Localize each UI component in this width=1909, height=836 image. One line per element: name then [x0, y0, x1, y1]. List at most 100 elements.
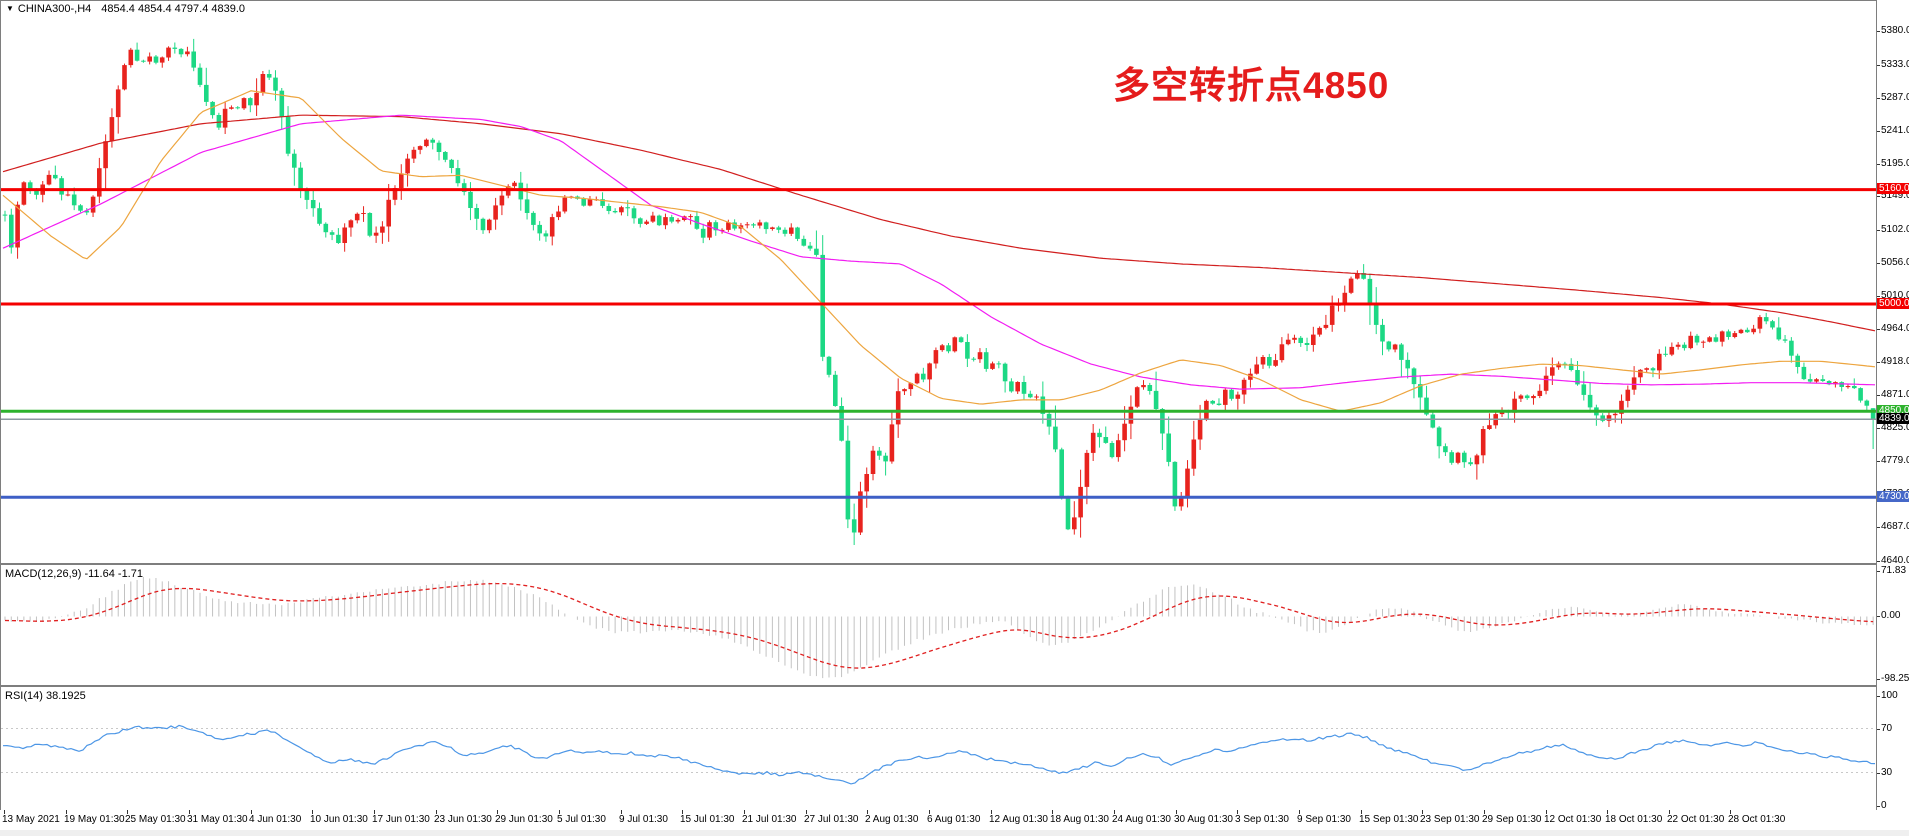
main-chart-panel[interactable]: ▼ CHINA300-,H4 4854.4 4854.4 4797.4 4839.0… [0, 0, 1877, 564]
time-axis-label: 29 Sep 01:30 [1482, 814, 1542, 825]
price-tick-label: 5241.0 [1877, 125, 1909, 136]
time-axis-label: 24 Aug 01:30 [1112, 814, 1171, 825]
price-tick-label: 4918.0 [1877, 356, 1909, 367]
time-tick [1669, 810, 1670, 814]
scrollbar-strip[interactable] [0, 830, 1909, 836]
time-axis-label: 12 Oct 01:30 [1544, 814, 1602, 825]
time-axis-label: 18 Oct 01:30 [1605, 814, 1663, 825]
rsi-tick-label: 30 [1877, 767, 1909, 779]
rsi-tick-label: 0 [1877, 800, 1909, 812]
time-axis-label: 12 Aug 01:30 [989, 814, 1048, 825]
time-axis-label: 29 Jun 01:30 [495, 814, 553, 825]
time-axis-label: 5 Jul 01:30 [557, 814, 606, 825]
time-axis-label: 30 Aug 01:30 [1174, 814, 1233, 825]
symbol-timeframe-label: CHINA300-,H4 [17, 3, 92, 15]
time-axis-label: 23 Sep 01:30 [1420, 814, 1480, 825]
main-price-chart[interactable] [1, 1, 1876, 563]
time-axis-label: 31 May 01:30 [187, 814, 248, 825]
price-tick-label: 4640.0 [1877, 555, 1909, 566]
time-tick [1730, 810, 1731, 814]
time-axis-label: 9 Jul 01:30 [619, 814, 668, 825]
time-tick [1546, 810, 1547, 814]
ohlc-values: 4854.4 4854.4 4797.4 4839.0 [101, 3, 246, 15]
rsi-panel[interactable]: RSI(14) 38.1925 [0, 686, 1877, 811]
time-tick [1299, 810, 1300, 814]
price-tick-label: 5102.0 [1877, 224, 1909, 235]
time-tick [682, 810, 683, 814]
price-tick-label: 5287.0 [1877, 92, 1909, 103]
time-tick [806, 810, 807, 814]
macd-indicator-label: MACD(12,26,9) -11.64 -1.71 [5, 568, 143, 580]
time-tick [1361, 810, 1362, 814]
price-line-badge: 4839.0 [1877, 413, 1909, 424]
time-axis-label: 27 Jul 01:30 [804, 814, 859, 825]
time-tick [1176, 810, 1177, 814]
macd-chart[interactable] [1, 565, 1876, 685]
price-axis: 5380.0 5333.0 5287.0 5241.0 5195.0 5149.0 5102… [1877, 0, 1909, 811]
time-tick [1052, 810, 1053, 814]
macd-tick-label: 71.83 [1877, 565, 1909, 577]
macd-panel[interactable]: MACD(12,26,9) -11.64 -1.71 [0, 564, 1877, 686]
time-tick [1484, 810, 1485, 814]
time-axis-label: 25 May 01:30 [125, 814, 186, 825]
price-tick-label: 5195.0 [1877, 158, 1909, 169]
time-tick [4, 810, 5, 814]
symbol-dropdown-icon[interactable]: ▼ [6, 4, 14, 13]
time-tick [251, 810, 252, 814]
time-tick [991, 810, 992, 814]
time-axis-label: 18 Aug 01:30 [1050, 814, 1109, 825]
price-tick-label: 5149.0 [1877, 190, 1909, 201]
time-axis-label: 15 Jul 01:30 [680, 814, 735, 825]
rsi-chart[interactable] [1, 687, 1876, 810]
time-tick [497, 810, 498, 814]
time-tick [1114, 810, 1115, 814]
price-tick-label: 4779.0 [1877, 455, 1909, 466]
time-axis-label: 10 Jun 01:30 [310, 814, 368, 825]
price-tick-label: 5056.0 [1877, 257, 1909, 268]
time-tick [374, 810, 375, 814]
time-axis-label: 6 Aug 01:30 [927, 814, 981, 825]
time-axis-label: 9 Sep 01:30 [1297, 814, 1351, 825]
price-line-badge: 4850.0 [1877, 405, 1909, 416]
chart-title: ▼ CHINA300-,H4 4854.4 4854.4 4797.4 4839.0 [6, 3, 245, 15]
time-axis-label: 17 Jun 01:30 [372, 814, 430, 825]
time-axis-label: 3 Sep 01:30 [1235, 814, 1289, 825]
price-tick-label: 5333.0 [1877, 59, 1909, 70]
time-tick [66, 810, 67, 814]
time-axis-label: 13 May 2021 [2, 814, 60, 825]
time-tick [744, 810, 745, 814]
time-tick [312, 810, 313, 814]
time-tick [1607, 810, 1608, 814]
time-tick [1422, 810, 1423, 814]
time-tick [127, 810, 128, 814]
macd-tick-label: 0.00 [1877, 610, 1909, 622]
time-axis-label: 28 Oct 01:30 [1728, 814, 1786, 825]
rsi-indicator-label: RSI(14) 38.1925 [5, 690, 86, 702]
price-tick-label: 4871.0 [1877, 389, 1909, 400]
price-tick-label: 5010.0 [1877, 290, 1909, 301]
time-tick [436, 810, 437, 814]
time-tick [559, 810, 560, 814]
time-tick [189, 810, 190, 814]
price-tick-label: 4964.0 [1877, 323, 1909, 334]
time-axis-label: 4 Jun 01:30 [249, 814, 302, 825]
time-axis-label: 23 Jun 01:30 [434, 814, 492, 825]
time-axis-label: 15 Sep 01:30 [1359, 814, 1419, 825]
macd-tick-label: -98.25 [1877, 673, 1909, 684]
price-line-badge: 5160.0 [1877, 183, 1909, 194]
time-tick [929, 810, 930, 814]
rsi-tick-label: 100 [1877, 690, 1909, 702]
time-tick [867, 810, 868, 814]
price-tick-label: 4687.0 [1877, 521, 1909, 532]
rsi-tick-label: 70 [1877, 723, 1909, 735]
price-tick-label: 5380.0 [1877, 25, 1909, 36]
time-tick [621, 810, 622, 814]
time-axis-label: 22 Oct 01:30 [1667, 814, 1725, 825]
price-line-badge: 5000.0 [1877, 298, 1909, 309]
time-axis-label: 2 Aug 01:30 [865, 814, 919, 825]
price-tick-label: 4825.0 [1877, 422, 1909, 433]
price-line-badge: 4730.0 [1877, 491, 1909, 502]
time-axis-label: 19 May 01:30 [64, 814, 125, 825]
chart-annotation: 多空转折点4850 [1113, 65, 1390, 106]
